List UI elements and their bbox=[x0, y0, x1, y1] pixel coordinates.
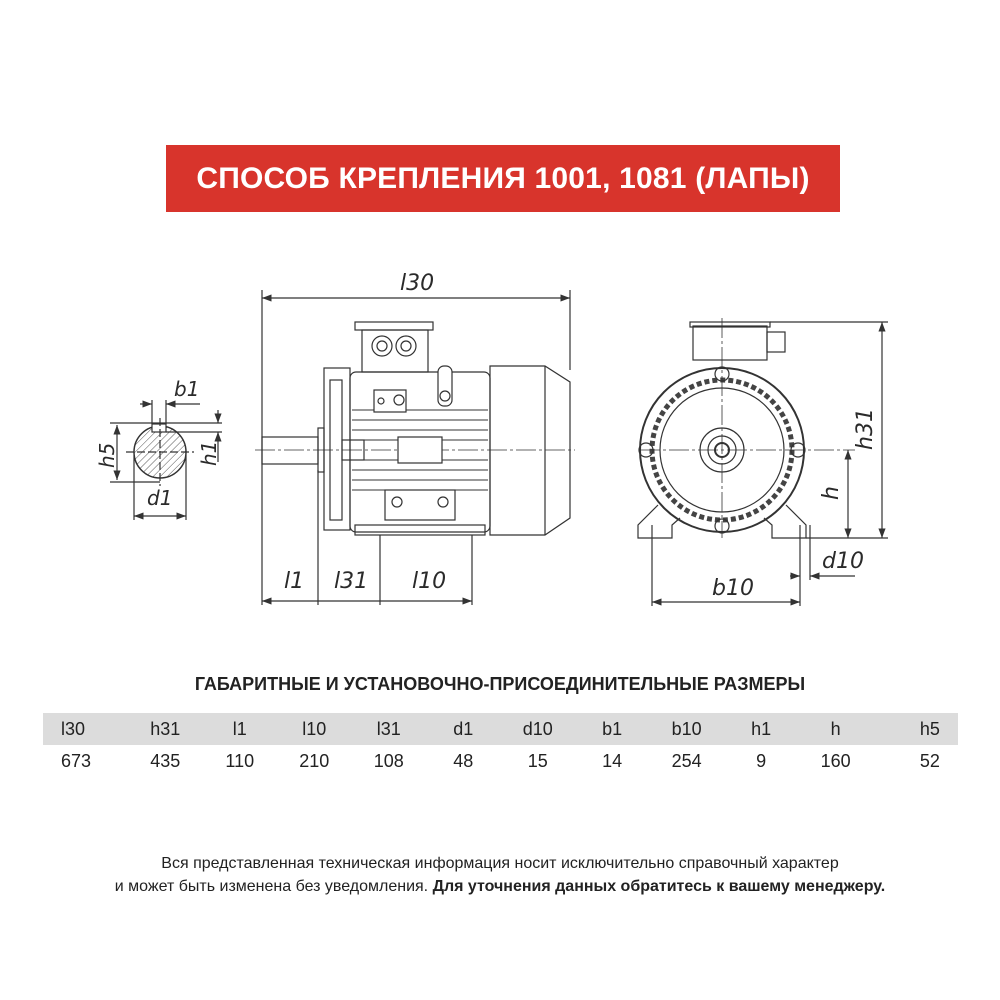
table-cell: 9 bbox=[756, 750, 767, 771]
table-cell: 48 bbox=[453, 750, 474, 771]
disclaimer-contact-note: Для уточнения данных обратитесь к вашему… bbox=[432, 878, 886, 895]
table-header-row: l30 h31 l1 l10 l31 d1 d10 b1 b10 h1 h h5 bbox=[43, 713, 958, 745]
table-row: 673 435 110 210 108 48 15 14 254 9 160 52 bbox=[43, 745, 958, 777]
shaft-section-view: b1 h5 h1 d1 bbox=[95, 377, 222, 520]
column-header: l10 bbox=[302, 718, 327, 739]
table-cell: 673 bbox=[61, 750, 92, 771]
disclaimer-line-2: и может быть изменена без уведомления. bbox=[114, 878, 429, 895]
dimensions-title: ГАБАРИТНЫЕ И УСТАНОВОЧНО-ПРИСОЕДИНИТЕЛЬН… bbox=[194, 674, 806, 694]
label-b10: b10 bbox=[712, 576, 754, 601]
table-cell: 254 bbox=[671, 750, 702, 771]
table-cell: 15 bbox=[527, 750, 548, 771]
column-header: h bbox=[830, 718, 841, 739]
label-d10: d10 bbox=[822, 549, 864, 574]
column-header: h5 bbox=[919, 718, 940, 739]
disclaimer-line-1: Вся представленная техническая информаци… bbox=[161, 855, 839, 872]
page-title: СПОСОБ КРЕПЛЕНИЯ 1001, 1081 (ЛАПЫ) bbox=[196, 161, 810, 195]
column-header: b1 bbox=[602, 718, 623, 739]
column-header: d1 bbox=[453, 718, 474, 739]
disclaimer: Вся представленная техническая информаци… bbox=[0, 852, 1000, 898]
column-header: l1 bbox=[232, 718, 247, 739]
motor-side-view: l30 l1 l31 l10 bbox=[255, 271, 575, 605]
column-header: d10 bbox=[522, 718, 553, 739]
table-cell: 108 bbox=[373, 750, 404, 771]
motor-drawing: b1 h5 h1 d1 l30 bbox=[95, 271, 888, 606]
table-cell: 52 bbox=[919, 750, 940, 771]
label-l30: l30 bbox=[400, 271, 434, 296]
label-l31: l31 bbox=[334, 569, 368, 594]
label-d1: d1 bbox=[147, 486, 172, 510]
column-header: b10 bbox=[671, 718, 702, 739]
dimensions-table: l30 h31 l1 l10 l31 d1 d10 b1 b10 h1 h h5 673 435 110 2… bbox=[43, 713, 958, 777]
motor-end-view: h31 h b10 d10 bbox=[637, 318, 888, 606]
column-header: h1 bbox=[751, 718, 772, 739]
label-h5: h5 bbox=[95, 443, 119, 468]
label-h: h bbox=[819, 486, 844, 500]
table-cell: 14 bbox=[602, 750, 623, 771]
label-h31: h31 bbox=[853, 408, 878, 450]
table-cell: 110 bbox=[225, 750, 255, 771]
label-h1: h1 bbox=[197, 441, 221, 466]
column-header: h31 bbox=[150, 718, 181, 739]
table-cell: 160 bbox=[820, 750, 851, 771]
label-l1: l1 bbox=[284, 569, 304, 594]
page-title-banner: СПОСОБ КРЕПЛЕНИЯ 1001, 1081 (ЛАПЫ) bbox=[166, 145, 840, 212]
label-l10: l10 bbox=[412, 569, 446, 594]
column-header: l31 bbox=[376, 718, 401, 739]
table-cell: 435 bbox=[150, 750, 181, 771]
table-cell: 210 bbox=[299, 750, 330, 771]
label-b1: b1 bbox=[174, 377, 199, 401]
column-header: l30 bbox=[61, 718, 86, 739]
